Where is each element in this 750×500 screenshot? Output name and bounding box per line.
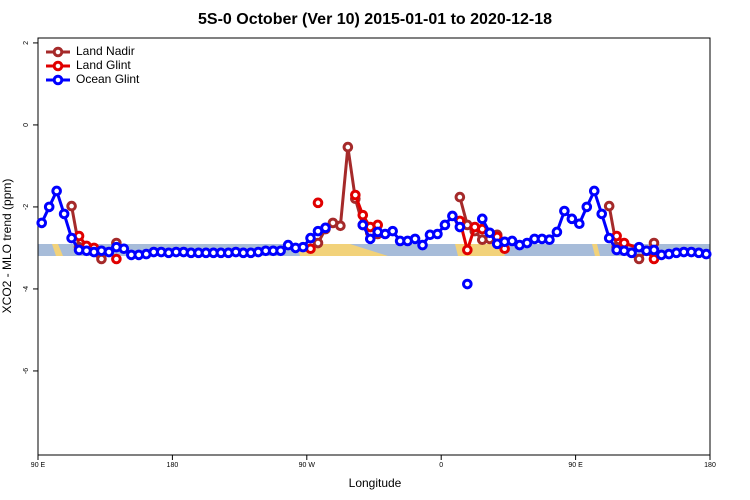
- y-tick-label: -2: [23, 204, 30, 210]
- legend-marker: [52, 74, 64, 86]
- x-tick-label: 180: [167, 462, 179, 469]
- plot-frame: [37, 37, 711, 456]
- y-tick-label: -4: [23, 286, 30, 292]
- data-point: [544, 234, 555, 246]
- data-point: [417, 239, 428, 251]
- legend-label: Land Glint: [76, 58, 131, 72]
- x-tick-label: 90 E: [568, 462, 583, 469]
- x-tick-label: 0: [439, 462, 443, 469]
- data-point: [350, 189, 361, 201]
- data-point: [581, 201, 593, 213]
- data-point: [476, 213, 488, 225]
- data-point: [357, 209, 369, 221]
- data-point: [462, 244, 473, 256]
- data-point: [551, 226, 563, 238]
- data-point: [364, 233, 376, 245]
- data-point: [36, 217, 48, 229]
- data-point: [521, 237, 533, 249]
- data-point: [66, 200, 77, 212]
- data-point: [357, 219, 369, 231]
- data-point: [297, 241, 309, 253]
- data-point: [559, 205, 570, 217]
- x-tick-label: 90 W: [299, 462, 316, 469]
- data-point: [111, 253, 122, 265]
- data-point: [103, 246, 115, 258]
- data-point: [118, 243, 130, 255]
- data-point: [342, 141, 354, 153]
- legend-marker: [52, 60, 64, 72]
- data-point: [335, 220, 346, 232]
- data-point: [484, 227, 496, 239]
- data-point: [447, 210, 458, 222]
- data-point: [387, 225, 398, 237]
- data-point: [66, 232, 77, 244]
- y-tick-label: -6: [23, 368, 30, 374]
- data-point: [454, 191, 466, 203]
- data-point: [506, 235, 518, 247]
- chart-title: 5S-0 October (Ver 10) 2015-01-01 to 2020…: [198, 11, 552, 28]
- data-point: [312, 197, 324, 209]
- data-point: [43, 201, 55, 213]
- data-point: [439, 219, 451, 231]
- data-point: [275, 245, 286, 257]
- legend-marker: [52, 46, 64, 58]
- data-point: [596, 208, 608, 220]
- data-point: [700, 248, 712, 260]
- data-point: [320, 222, 331, 234]
- land-patch: [592, 244, 600, 256]
- data-point: [454, 221, 466, 233]
- x-axis-label: Longitude: [349, 476, 402, 490]
- data-point: [96, 253, 107, 265]
- legend-label: Land Nadir: [76, 44, 135, 58]
- x-tick-label: 90 E: [31, 462, 46, 469]
- legend-label: Ocean Glint: [76, 72, 140, 86]
- land-patch: [52, 244, 63, 256]
- data-point: [305, 232, 316, 244]
- data-point: [633, 253, 645, 265]
- y-tick-label: 0: [23, 123, 30, 127]
- y-axis-label: XCO2 - MLO trend (ppm): [0, 179, 14, 314]
- data-point: [626, 247, 637, 259]
- data-point: [566, 213, 578, 225]
- data-point: [648, 244, 660, 256]
- data-point: [603, 200, 615, 212]
- y-tick-label: 2: [23, 41, 30, 45]
- data-point: [58, 208, 70, 220]
- data-point: [462, 278, 473, 290]
- data-point: [51, 185, 62, 197]
- data-point: [603, 232, 615, 244]
- data-point: [409, 233, 421, 245]
- data-point: [432, 228, 443, 240]
- data-point: [574, 218, 585, 230]
- x-tick-label: 180: [704, 462, 716, 469]
- data-point: [312, 237, 324, 249]
- data-point: [588, 185, 600, 197]
